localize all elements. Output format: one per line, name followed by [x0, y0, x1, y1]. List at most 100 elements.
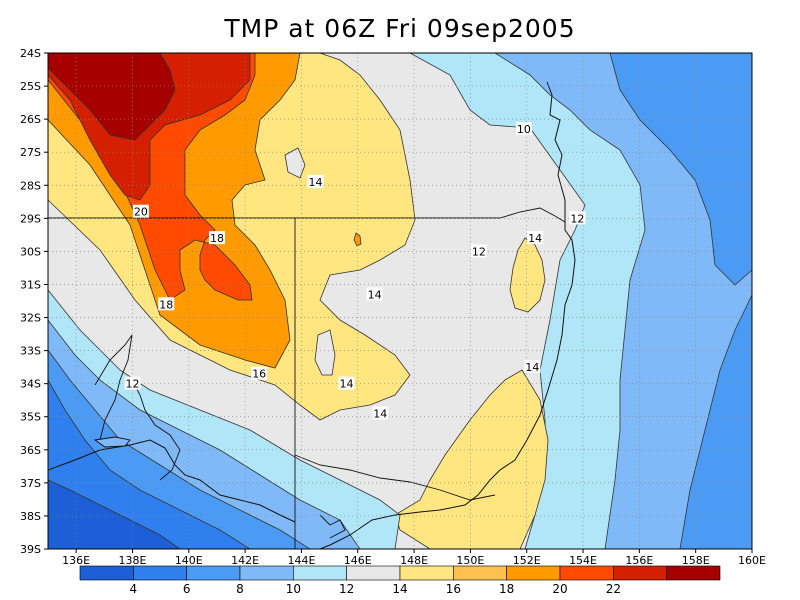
colorbar: 4 6 8 10 12 14 16 18 20 22 — [79, 565, 721, 596]
gulf-st-vincent — [131, 379, 181, 481]
lat-tick-label: 36S — [20, 444, 41, 457]
lon-tick-label: 150E — [456, 554, 484, 567]
colorbar-swatch — [133, 565, 187, 581]
band-2-4-sw — [48, 479, 181, 549]
lon-tick-label: 148E — [400, 554, 428, 567]
kangaroo-island — [93, 436, 131, 448]
colorbar-swatch — [453, 565, 507, 581]
contour-label: 14 — [372, 406, 389, 420]
contour-label-text: 14 — [339, 378, 353, 391]
contour-label: 14 — [338, 376, 355, 391]
lon-tick-label: 138E — [119, 554, 147, 567]
contour-label-text: 12 — [570, 212, 584, 225]
colorbar-swatch — [506, 565, 561, 581]
contour-label: 14 — [527, 231, 544, 245]
lat-tick-label: 27S — [20, 146, 41, 159]
lat-tick-label: 26S — [20, 113, 41, 126]
contour-label-bg — [124, 376, 141, 390]
contour-label-bg — [515, 122, 532, 136]
colorbar-swatch — [186, 565, 241, 581]
lat-tick-label: 24S — [20, 47, 41, 60]
lon-tick-label: 154E — [569, 554, 597, 567]
contour-label-text: 14 — [528, 232, 542, 245]
lat-tick-label: 28S — [20, 179, 41, 192]
lon-tick-label: 136E — [62, 554, 90, 567]
colorbar-label: 14 — [392, 582, 407, 596]
contour-label: 16 — [251, 366, 268, 381]
contour-label: 10 — [515, 122, 532, 136]
contour-label-text: 14 — [309, 176, 323, 189]
lat-tick-label: 33S — [20, 345, 41, 358]
colorbar-label: 16 — [446, 582, 461, 596]
contour-label: 12 — [569, 211, 586, 225]
contour-label-bg — [527, 231, 544, 245]
contour-label-bg — [132, 204, 149, 218]
lon-tick-label: 146E — [344, 554, 372, 567]
lon-tick-label: 140E — [175, 554, 203, 567]
contour-label-bg — [158, 297, 175, 311]
band-12-14-hole2 — [284, 147, 306, 179]
contour-label: 20 — [132, 204, 149, 219]
contour-label-text: 20 — [134, 206, 148, 219]
lat-tick-label: 29S — [20, 212, 41, 225]
colorbar-label: 8 — [236, 582, 244, 596]
contour-label: 12 — [124, 376, 141, 391]
band-16-18-dot — [353, 232, 362, 247]
lat-tick-label: 32S — [20, 312, 41, 325]
band-14-16-east — [509, 237, 546, 313]
map-title: TMP at 06Z Fri 09sep2005 — [224, 14, 576, 43]
colorbar-label: 22 — [606, 582, 621, 596]
lon-tick-label: 160E — [738, 554, 766, 567]
contour-label-text: 14 — [373, 407, 387, 420]
axis-labels: 136E 138E 140E 142E 144E 146E 148E 150E 152E 154E… — [20, 47, 766, 567]
contour-label-text: 14 — [525, 361, 539, 374]
colorbar-swatch — [79, 565, 134, 581]
colorbar-label: 4 — [130, 582, 138, 596]
lat-tick-label: 37S — [20, 477, 41, 490]
contour-label-bg — [524, 360, 541, 374]
colorbar-label: 10 — [286, 582, 301, 596]
contour-label-text: 12 — [125, 378, 139, 391]
contour-label-text: 16 — [252, 368, 266, 381]
colorbar-label: 20 — [552, 582, 567, 596]
contour-label-text: 18 — [210, 232, 224, 245]
lon-tick-label: 142E — [231, 554, 259, 567]
contour-label: 18 — [208, 231, 225, 245]
contour-label-text: 10 — [517, 123, 531, 136]
contour-label-bg — [338, 376, 355, 390]
port-phillip — [319, 514, 346, 539]
lon-tick-label: 158E — [682, 554, 710, 567]
lat-tick-label: 34S — [20, 378, 41, 391]
lat-tick-label: 25S — [20, 80, 41, 93]
contour-label: 14 — [366, 287, 383, 301]
band-12-14-hole — [314, 329, 336, 376]
contour-label-text: 14 — [368, 288, 382, 301]
lat-tick-label: 35S — [20, 411, 41, 424]
contour-label-text: 12 — [472, 245, 486, 258]
contour-label: 12 — [470, 244, 487, 258]
colorbar-swatch — [399, 565, 454, 581]
contour-label-bg — [366, 287, 383, 301]
murray-border — [294, 454, 496, 501]
contour-label-bg — [372, 406, 389, 420]
lat-tick-label: 31S — [20, 278, 41, 291]
band-6-8 — [609, 53, 752, 286]
colorbar-swatch — [346, 565, 401, 581]
lon-tick-label: 144E — [287, 554, 315, 567]
colorbar-label: 12 — [339, 582, 354, 596]
colorbar-label: 18 — [499, 582, 514, 596]
contour-label: 14 — [524, 360, 541, 374]
contour-label-bg — [307, 174, 324, 188]
sa-coast — [48, 439, 296, 523]
lat-tick-label: 38S — [20, 510, 41, 523]
lon-tick-label: 152E — [513, 554, 541, 567]
lat-tick-label: 39S — [20, 543, 41, 556]
contour-label: 14 — [307, 174, 324, 189]
contour-label-bg — [569, 211, 586, 225]
contour-label-text: 18 — [159, 298, 173, 311]
map-grid — [48, 53, 752, 549]
contour-labels: 10 12 12 14 14 14 14 14 14 12 16 18 18 20 — [124, 122, 586, 420]
temperature-field — [48, 53, 752, 549]
map-frame — [47, 52, 753, 550]
